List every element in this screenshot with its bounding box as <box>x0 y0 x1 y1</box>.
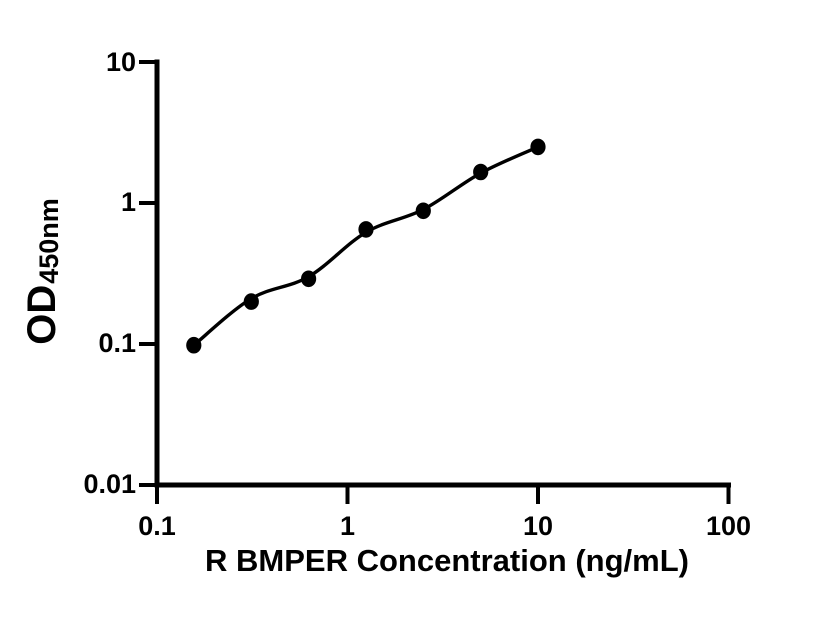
y-axis-title-main: OD <box>20 284 64 345</box>
x-tick-label-1: 1 <box>339 511 356 541</box>
data-point <box>186 336 202 354</box>
data-point <box>301 270 317 288</box>
data-point <box>473 163 489 181</box>
x-axis-title: R BMPER Concentration (ng/mL) <box>205 543 689 578</box>
y-axis-title-subscript: 450nm <box>33 198 64 284</box>
y-tick-label-10: 10 <box>105 47 136 77</box>
x-tick-label-10: 10 <box>522 511 554 541</box>
y-tick-label-1: 1 <box>120 187 136 217</box>
y-tick-label-0.1: 0.1 <box>98 328 136 358</box>
data-point <box>530 138 546 156</box>
data-point <box>415 202 431 220</box>
data-point <box>243 293 259 310</box>
x-tick-label-100: 100 <box>705 511 752 541</box>
y-tick-label-0.01: 0.01 <box>83 469 136 499</box>
data-point <box>358 221 374 238</box>
x-tick-label-0.1: 0.1 <box>138 511 176 541</box>
axis-spine <box>154 59 731 488</box>
y-axis-title: OD 450nm <box>17 142 67 402</box>
